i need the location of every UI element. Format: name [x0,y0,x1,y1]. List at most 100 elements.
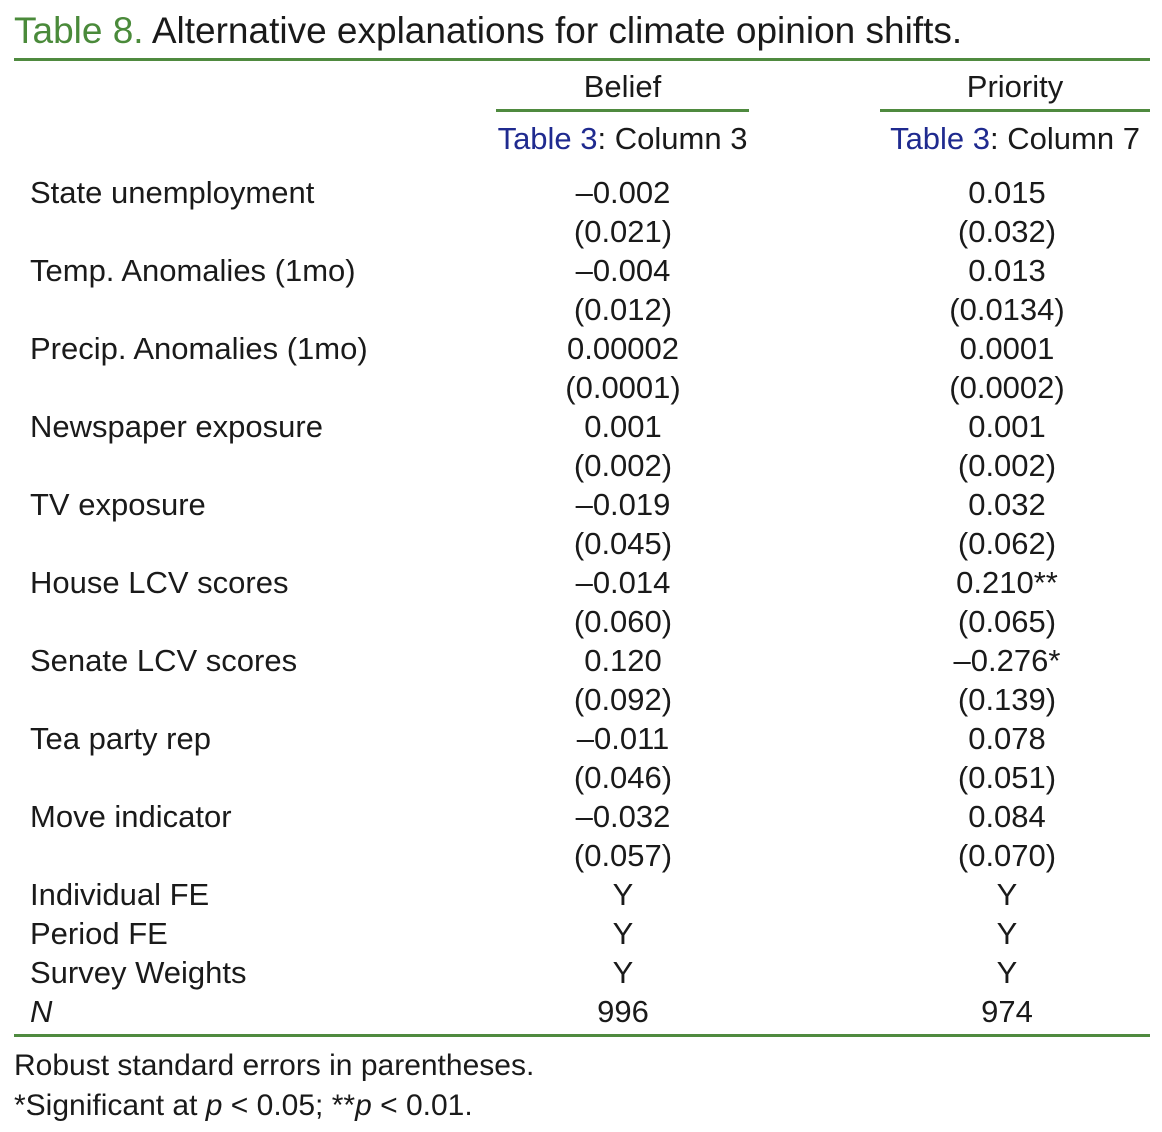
priority-value: 0.001 [968,409,1046,444]
column-subheader-text: : Column 7 [990,121,1140,156]
table-body: State unemployment –0.002 0.015 (0.021) … [0,173,1162,1031]
table-row: (0.012) (0.0134) [0,290,1162,329]
row-label: TV exposure [30,487,206,522]
belief-value: –0.014 [575,565,671,600]
priority-value: (0.002) [957,448,1057,483]
priority-value: (0.0002) [949,370,1065,405]
belief-value: (0.057) [573,838,673,873]
belief-value: (0.012) [573,292,673,327]
priority-value: 0.084 [968,799,1046,834]
table-row: Newspaper exposure 0.001 0.001 [0,407,1162,446]
row-label: Precip. Anomalies (1mo) [30,331,368,366]
table-number: Table 8. [14,10,144,51]
row-label: Individual FE [30,877,210,912]
table-row: Survey Weights Y Y [0,953,1162,992]
note-p-symbol: p [205,1089,223,1122]
row-label: Period FE [30,916,168,951]
note-text: < 0.01. [371,1089,473,1122]
priority-value: (0.0134) [949,292,1065,327]
table-row: Precip. Anomalies (1mo) 0.00002 0.0001 [0,329,1162,368]
priority-value: 0.078 [968,721,1046,756]
table-notes: Robust standard errors in parentheses. *… [14,1046,534,1126]
belief-value: Y [612,916,634,951]
row-label: Tea party rep [30,721,211,756]
priority-value: 0.032 [968,487,1046,522]
table-row: State unemployment –0.002 0.015 [0,173,1162,212]
priority-value: 0.0001 [959,331,1055,366]
belief-value: (0.092) [573,682,673,717]
priority-value: 0.210** [956,565,1058,600]
belief-value: 0.00002 [566,331,680,366]
table-row: Tea party rep –0.011 0.078 [0,719,1162,758]
column-subheader-priority: Table 3: Column 7 [880,119,1150,159]
table-row: Individual FE Y Y [0,875,1162,914]
table-reference-link[interactable]: Table 3 [890,121,991,156]
belief-value: 996 [597,994,649,1029]
priority-value: –0.276* [953,643,1061,678]
table-caption: Table 8. Alternative explanations for cl… [14,8,962,54]
belief-header-rule [496,109,749,112]
table-row: Move indicator –0.032 0.084 [0,797,1162,836]
note-p-symbol: p [355,1089,372,1122]
column-header-priority: Priority [966,69,1064,104]
row-label: Move indicator [30,799,232,834]
table-row: (0.057) (0.070) [0,836,1162,875]
priority-value: (0.032) [957,214,1057,249]
table-row: N 996 974 [0,992,1162,1031]
row-label: Survey Weights [30,955,247,990]
top-rule [14,58,1150,61]
belief-value: Y [612,877,634,912]
table-row: (0.060) (0.065) [0,602,1162,641]
belief-value: –0.004 [575,253,671,288]
table-row: (0.021) (0.032) [0,212,1162,251]
belief-value: –0.011 [576,721,670,756]
belief-value: (0.060) [573,604,673,639]
table-reference-link[interactable]: Table 3 [497,121,598,156]
priority-value: Y [996,955,1018,990]
note-standard-errors: Robust standard errors in parentheses. [14,1049,535,1082]
priority-value: (0.062) [957,526,1057,561]
belief-value: –0.032 [575,799,671,834]
row-label: State unemployment [30,175,315,210]
belief-value: (0.0001) [565,370,681,405]
priority-header-rule [880,109,1150,112]
column-header-belief: Belief [583,69,662,104]
column-subheader-text: : Column 3 [597,121,748,156]
bottom-rule [14,1034,1150,1037]
belief-value: Y [612,955,634,990]
belief-value: 0.120 [584,643,662,678]
row-label: House LCV scores [30,565,289,600]
table-row: TV exposure –0.019 0.032 [0,485,1162,524]
table-row: (0.002) (0.002) [0,446,1162,485]
priority-value: 0.015 [968,175,1046,210]
belief-value: –0.002 [575,175,671,210]
table-row: (0.046) (0.051) [0,758,1162,797]
table-row: Senate LCV scores 0.120 –0.276* [0,641,1162,680]
table-row: Temp. Anomalies (1mo) –0.004 0.013 [0,251,1162,290]
belief-value: (0.002) [573,448,673,483]
row-label: Senate LCV scores [30,643,298,678]
priority-value: (0.139) [957,682,1057,717]
priority-value: 0.013 [968,253,1046,288]
note-significance: *Significant at p < 0.05; **p < 0.01. [14,1086,534,1126]
priority-value: (0.070) [957,838,1057,873]
belief-value: –0.019 [575,487,671,522]
note-text: *Significant at [14,1089,206,1122]
priority-value: Y [996,916,1018,951]
table-row: (0.092) (0.139) [0,680,1162,719]
table-row: (0.0001) (0.0002) [0,368,1162,407]
priority-value: Y [996,877,1018,912]
column-subheader-belief: Table 3: Column 3 [496,119,749,159]
priority-value: 974 [981,994,1033,1029]
belief-value: (0.046) [573,760,673,795]
belief-value: 0.001 [584,409,662,444]
table-title: Alternative explanations for climate opi… [143,10,963,51]
table-row: Period FE Y Y [0,914,1162,953]
row-label: Temp. Anomalies (1mo) [30,253,356,288]
table-row: (0.045) (0.062) [0,524,1162,563]
priority-value: (0.051) [957,760,1057,795]
priority-value: (0.065) [957,604,1057,639]
row-label: N [30,994,53,1029]
belief-value: (0.021) [573,214,673,249]
table-row: House LCV scores –0.014 0.210** [0,563,1162,602]
